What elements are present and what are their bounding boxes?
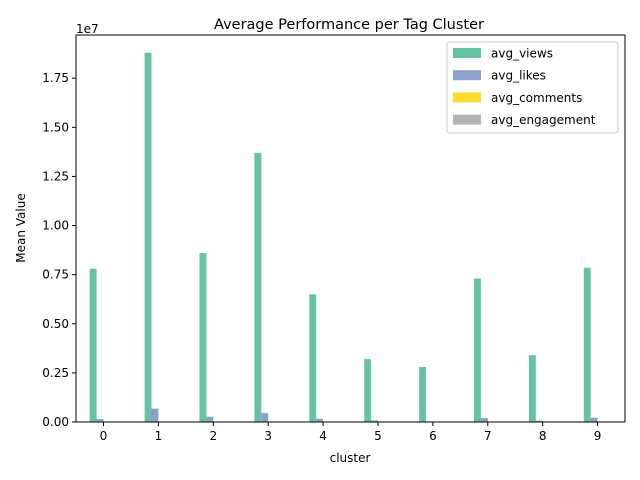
y-tick-label: 1.75 — [42, 71, 69, 85]
legend-swatch — [453, 92, 481, 103]
x-tick-label: 5 — [374, 429, 382, 443]
bar-avg_likes-1 — [151, 408, 159, 422]
y-tick-label: 1.00 — [42, 219, 69, 233]
y-scale-label: 1e7 — [76, 22, 99, 36]
bar-avg_views-7 — [474, 278, 481, 422]
legend-label: avg_likes — [491, 69, 546, 83]
bar-avg_likes-5 — [371, 420, 378, 422]
x-tick-label: 0 — [100, 429, 108, 443]
bar-avg_likes-2 — [206, 416, 214, 422]
bar-avg_views-6 — [419, 366, 426, 422]
bar-avg_likes-8 — [535, 420, 543, 422]
x-tick-label: 4 — [319, 429, 327, 443]
bars — [89, 52, 612, 422]
bar-avg_likes-7 — [480, 418, 488, 422]
bar-avg_views-4 — [309, 294, 317, 422]
y-tick-label: 0.25 — [42, 366, 69, 380]
legend-label: avg_comments — [491, 91, 582, 105]
bar-avg_likes-4 — [316, 418, 324, 422]
legend: avg_views avg_likes avg_comments avg_engage… — [446, 41, 619, 134]
y-axis-ticks: 0.00 0.25 0.50 0.75 1.00 1.25 1.50 1.75 — [42, 71, 76, 429]
legend-swatch — [453, 114, 481, 125]
bar-avg_views-5 — [364, 359, 372, 422]
bar-avg_views-2 — [199, 253, 207, 422]
bar-avg_likes-0 — [96, 419, 104, 422]
legend-box — [446, 41, 619, 134]
y-tick-label: 0.00 — [42, 415, 69, 429]
bar-avg_views-9 — [583, 267, 591, 422]
x-tick-label: 1 — [155, 429, 163, 443]
y-tick-label: 1.25 — [42, 169, 69, 183]
x-tick-label: 7 — [484, 429, 492, 443]
x-axis-label: cluster — [330, 451, 371, 465]
y-axis-label: Mean Value — [14, 193, 28, 262]
x-tick-label: 6 — [429, 429, 437, 443]
bar-avg_likes-9 — [590, 417, 598, 422]
legend-swatch — [453, 70, 481, 81]
legend-swatch — [453, 48, 481, 58]
legend-label: avg_engagement — [491, 113, 596, 127]
bar-avg_views-0 — [89, 268, 97, 422]
legend-label: avg_views — [491, 47, 553, 61]
x-tick-label: 8 — [539, 429, 547, 443]
x-tick-label: 3 — [264, 429, 272, 443]
y-tick-label: 1.50 — [42, 120, 69, 134]
plot-frame — [75, 34, 626, 423]
y-tick-label: 0.75 — [42, 268, 69, 282]
x-tick-label: 9 — [594, 429, 602, 443]
bar-avg_views-8 — [528, 355, 536, 422]
y-tick-label: 0.50 — [42, 317, 69, 331]
bar-avg_views-3 — [254, 152, 262, 422]
bar-avg_likes-3 — [261, 413, 269, 422]
x-axis-ticks: 0 1 2 3 4 5 6 7 8 9 — [100, 422, 602, 443]
bar-avg_views-1 — [144, 52, 152, 422]
x-tick-label: 2 — [209, 429, 217, 443]
chart-title: Average Performance per Tag Cluster — [214, 17, 484, 33]
